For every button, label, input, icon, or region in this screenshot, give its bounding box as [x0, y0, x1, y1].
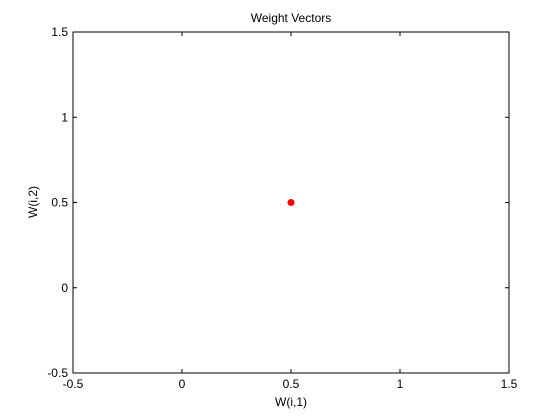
x-tick-label: 0.5	[283, 377, 300, 391]
data-point	[287, 199, 295, 206]
y-tick-label: 1	[61, 110, 68, 124]
x-tick-label: 1.5	[501, 377, 518, 391]
x-tick-label: 0	[179, 377, 186, 391]
x-tick-label: 1	[397, 377, 404, 391]
tick-labels: -0.5 0 0.5 1 1.5 -0.5 0 0.5 1 1.5	[47, 25, 517, 391]
ticks	[72, 31, 510, 374]
y-axis-title: W(i,2)	[26, 186, 40, 218]
y-tick-label: 0	[61, 281, 68, 295]
x-axis-title: W(i,1)	[275, 395, 307, 409]
y-tick-label: -0.5	[47, 366, 68, 380]
x-tick-label: -0.5	[63, 377, 84, 391]
data-points	[287, 199, 295, 206]
chart-title: Weight Vectors	[251, 11, 331, 25]
y-tick-label: 0.5	[51, 196, 68, 210]
y-tick-label: 1.5	[51, 25, 68, 39]
